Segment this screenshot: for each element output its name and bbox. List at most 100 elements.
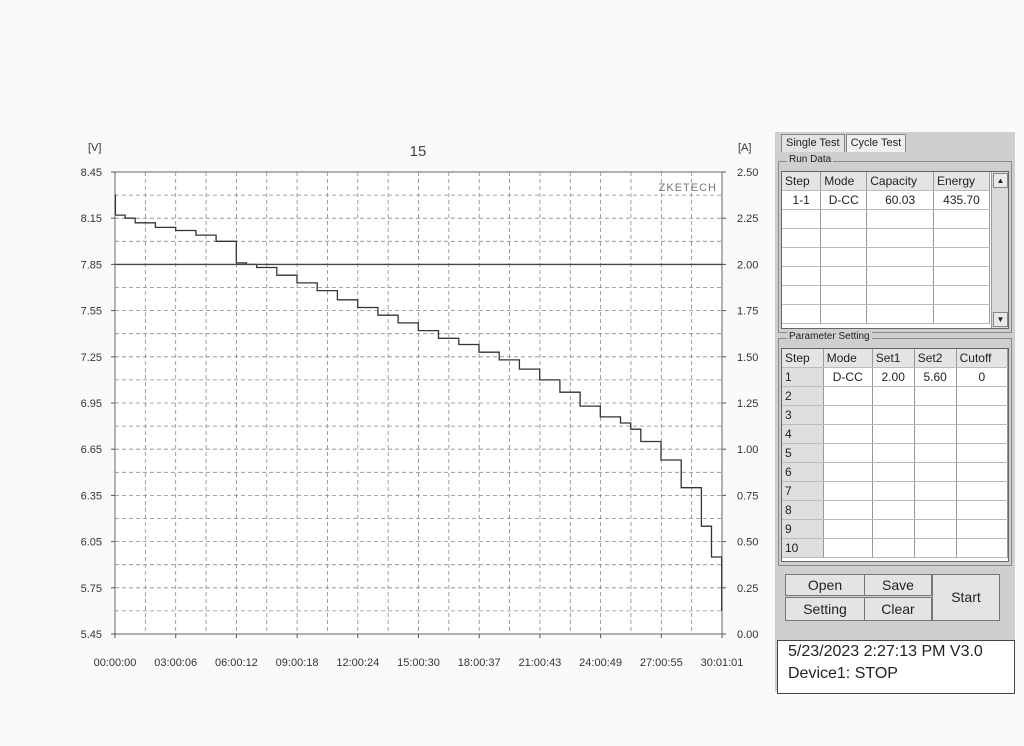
param-cell[interactable] — [823, 538, 873, 558]
table-row[interactable] — [782, 247, 991, 267]
param-cell[interactable] — [823, 481, 873, 501]
table-row[interactable]: 4 — [782, 424, 1008, 444]
param-cell[interactable] — [872, 424, 915, 444]
param-cell[interactable] — [956, 538, 1008, 558]
table-row[interactable] — [782, 304, 991, 324]
param-cell[interactable] — [872, 405, 915, 425]
table-row[interactable] — [782, 209, 991, 229]
run-cell[interactable] — [820, 266, 868, 286]
param-cell[interactable] — [823, 386, 873, 406]
tab-cycle-test[interactable]: Cycle Test — [845, 134, 907, 152]
run-cell[interactable] — [933, 266, 991, 286]
run-cell[interactable] — [782, 209, 822, 229]
run-cell[interactable] — [866, 247, 934, 267]
table-row[interactable]: 1-1 D-CC 60.03 435.70 — [782, 190, 991, 210]
param-cell[interactable]: 6 — [782, 462, 824, 482]
param-cell[interactable] — [956, 462, 1008, 482]
param-cell[interactable]: 2 — [782, 386, 824, 406]
scroll-up-arrow-icon[interactable]: ▲ — [993, 173, 1008, 188]
param-cell[interactable]: 8 — [782, 500, 824, 520]
run-cell[interactable] — [933, 285, 991, 305]
run-cell[interactable] — [820, 228, 868, 248]
run-cell[interactable] — [782, 228, 822, 248]
param-cell[interactable] — [872, 386, 915, 406]
run-cell[interactable]: 435.70 — [933, 190, 991, 210]
param-cell[interactable]: 2.00 — [872, 367, 915, 387]
param-cell[interactable] — [872, 443, 915, 463]
run-cell[interactable]: 1-1 — [782, 190, 822, 210]
param-cell[interactable] — [823, 519, 873, 539]
param-cell[interactable] — [956, 386, 1008, 406]
param-cell[interactable] — [956, 424, 1008, 444]
param-cell[interactable] — [914, 443, 957, 463]
param-cell[interactable]: D-CC — [823, 367, 873, 387]
run-cell[interactable] — [866, 209, 934, 229]
table-row[interactable]: 10 — [782, 538, 1008, 558]
run-cell[interactable] — [782, 247, 822, 267]
param-cell[interactable]: 10 — [782, 538, 824, 558]
open-button[interactable]: Open — [785, 574, 865, 596]
param-cell[interactable]: 7 — [782, 481, 824, 501]
run-cell[interactable] — [866, 228, 934, 248]
run-cell[interactable] — [820, 285, 868, 305]
run-cell[interactable] — [933, 304, 991, 324]
run-cell[interactable] — [820, 209, 868, 229]
param-cell[interactable] — [956, 481, 1008, 501]
table-row[interactable] — [782, 285, 991, 305]
param-cell[interactable] — [914, 424, 957, 444]
run-data-scrollbar[interactable]: ▲ ▼ — [991, 172, 1008, 328]
param-cell[interactable] — [823, 443, 873, 463]
param-cell[interactable] — [914, 386, 957, 406]
param-cell[interactable]: 9 — [782, 519, 824, 539]
param-cell[interactable]: 3 — [782, 405, 824, 425]
table-row[interactable]: 3 — [782, 405, 1008, 425]
clear-button[interactable]: Clear — [864, 597, 932, 621]
param-cell[interactable] — [872, 538, 915, 558]
run-cell[interactable] — [782, 285, 822, 305]
run-cell[interactable] — [866, 304, 934, 324]
param-cell[interactable] — [914, 500, 957, 520]
run-cell[interactable] — [782, 304, 822, 324]
param-cell[interactable]: 4 — [782, 424, 824, 444]
run-cell[interactable] — [933, 209, 991, 229]
param-cell[interactable]: 0 — [956, 367, 1008, 387]
param-cell[interactable] — [823, 462, 873, 482]
param-cell[interactable] — [914, 481, 957, 501]
run-cell[interactable] — [933, 228, 991, 248]
param-cell[interactable] — [956, 443, 1008, 463]
table-row[interactable]: 2 — [782, 386, 1008, 406]
param-cell[interactable] — [956, 519, 1008, 539]
param-cell[interactable] — [823, 424, 873, 444]
run-cell[interactable] — [820, 304, 868, 324]
scroll-down-arrow-icon[interactable]: ▼ — [993, 312, 1008, 327]
run-cell[interactable] — [933, 247, 991, 267]
param-cell[interactable] — [872, 462, 915, 482]
param-cell[interactable] — [823, 500, 873, 520]
table-row[interactable]: 5 — [782, 443, 1008, 463]
param-cell[interactable] — [914, 405, 957, 425]
start-button[interactable]: Start — [932, 574, 1000, 621]
run-cell[interactable] — [866, 285, 934, 305]
param-cell[interactable]: 1 — [782, 367, 824, 387]
setting-button[interactable]: Setting — [785, 597, 865, 621]
param-cell[interactable] — [956, 500, 1008, 520]
param-cell[interactable] — [872, 500, 915, 520]
table-row[interactable]: 8 — [782, 500, 1008, 520]
run-cell[interactable]: D-CC — [820, 190, 868, 210]
table-row[interactable]: 9 — [782, 519, 1008, 539]
run-cell[interactable]: 60.03 — [866, 190, 934, 210]
table-row[interactable] — [782, 228, 991, 248]
run-cell[interactable] — [782, 266, 822, 286]
param-cell[interactable] — [872, 481, 915, 501]
param-cell[interactable]: 5.60 — [914, 367, 957, 387]
param-cell[interactable] — [872, 519, 915, 539]
param-cell[interactable] — [914, 519, 957, 539]
tab-single-test[interactable]: Single Test — [781, 134, 845, 152]
run-cell[interactable] — [820, 247, 868, 267]
run-cell[interactable] — [866, 266, 934, 286]
table-row[interactable] — [782, 266, 991, 286]
param-cell[interactable] — [956, 405, 1008, 425]
table-row[interactable]: 7 — [782, 481, 1008, 501]
param-cell[interactable] — [914, 538, 957, 558]
param-cell[interactable] — [914, 462, 957, 482]
